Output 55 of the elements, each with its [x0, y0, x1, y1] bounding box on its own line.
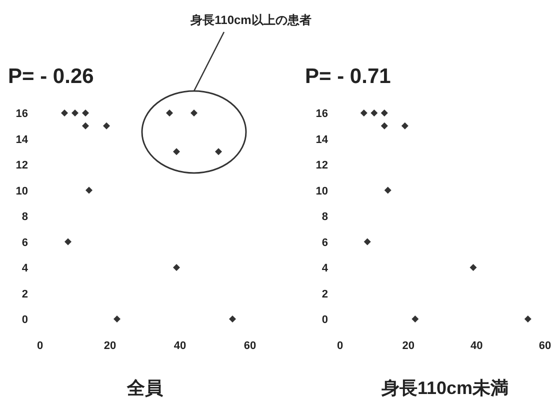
y-tick-label: 8	[22, 211, 28, 223]
y-tick-label: 14	[316, 134, 329, 146]
point	[61, 110, 68, 116]
point	[215, 148, 222, 156]
point	[380, 110, 388, 116]
point	[190, 110, 198, 116]
y-tick-label: 12	[16, 160, 28, 172]
x-tick-label: 20	[402, 340, 414, 352]
x-tick-label: 40	[174, 340, 186, 352]
point	[82, 122, 89, 130]
point	[166, 110, 173, 116]
point	[524, 316, 532, 322]
x-tick-label: 60	[244, 340, 256, 352]
point	[103, 122, 110, 130]
text: 身長110cm以上の患者	[190, 13, 312, 27]
y-tick-label: 8	[322, 211, 328, 223]
point	[360, 110, 368, 116]
point	[173, 148, 180, 156]
point	[173, 264, 180, 271]
point	[64, 238, 72, 246]
y-tick-label: 0	[322, 314, 328, 326]
y-tick-label: 4	[322, 262, 329, 274]
y-tick-label: 0	[22, 314, 28, 326]
point	[412, 316, 419, 322]
y-tick-label: 16	[16, 108, 28, 120]
x-tick-label: 0	[336, 340, 344, 352]
x-axis-title: 身長110cm未満	[380, 378, 509, 398]
point	[86, 186, 92, 194]
point	[229, 316, 236, 322]
point	[380, 122, 388, 130]
y-tick-label: 6	[22, 236, 28, 249]
point	[364, 238, 371, 246]
y-tick-label: 16	[316, 108, 328, 120]
point	[384, 186, 392, 194]
x-tick-label: 40	[470, 340, 483, 352]
y-tick-label: 6	[322, 236, 328, 249]
chart-title: P= - 0.71	[305, 65, 392, 88]
point	[72, 110, 78, 116]
x-tick-label: 0	[36, 340, 44, 352]
y-tick-label: 4	[22, 262, 29, 274]
point	[82, 110, 89, 116]
x-tick-label: 60	[538, 340, 552, 352]
x-tick-label: 20	[104, 340, 116, 352]
point	[370, 110, 378, 116]
point	[470, 264, 477, 271]
y-tick-label: 2	[322, 288, 328, 300]
point	[114, 316, 120, 322]
point	[401, 122, 408, 130]
x-axis-title: 全員	[126, 378, 164, 398]
chart-title: P= - 0.26	[8, 65, 94, 88]
y-tick-label: 12	[316, 160, 328, 172]
y-tick-label: 2	[22, 288, 28, 300]
y-tick-label: 14	[16, 134, 29, 146]
y-tick-label: 10	[16, 185, 28, 198]
y-tick-label: 10	[316, 185, 328, 198]
